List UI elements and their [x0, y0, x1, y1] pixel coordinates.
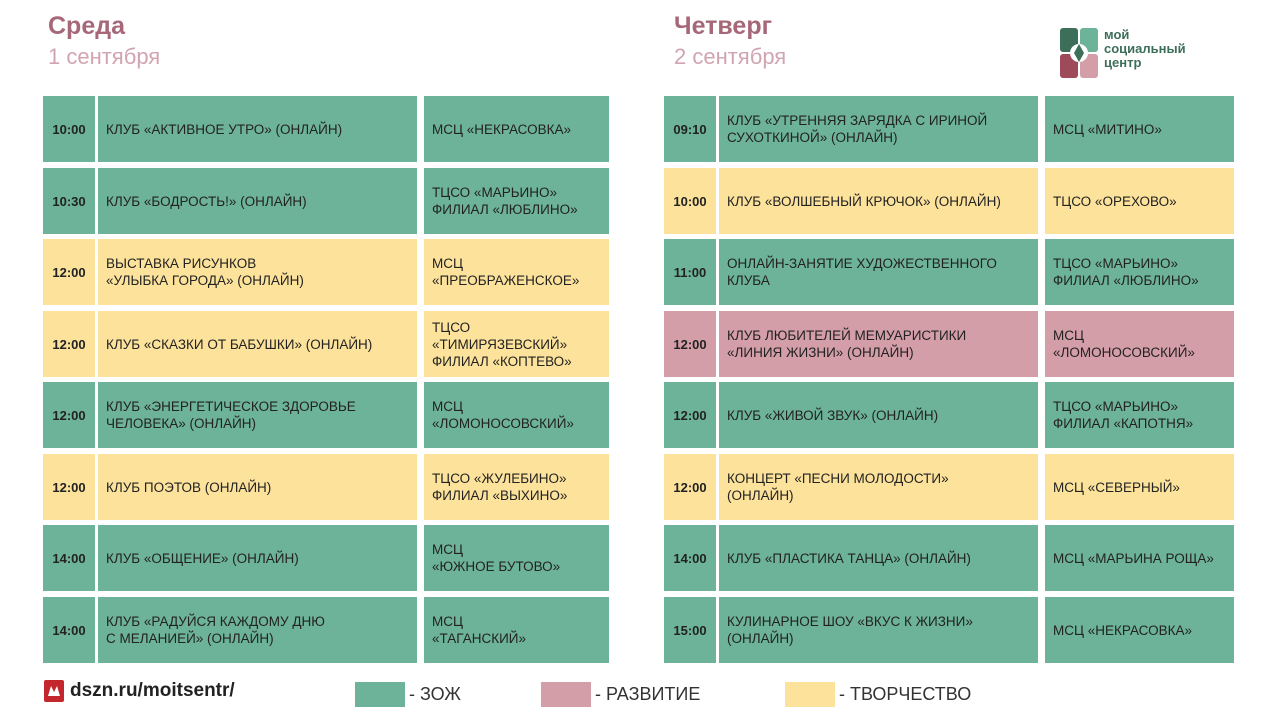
event-title: КЛУБ «АКТИВНОЕ УТРО» (ОНЛАЙН)	[98, 96, 417, 162]
event-time: 09:10	[664, 96, 716, 162]
event-title: КЛУБ «ЖИВОЙ ЗВУК» (ОНЛАЙН)	[719, 382, 1038, 448]
event-time: 12:00	[664, 382, 716, 448]
schedule-row: 12:00 КОНЦЕРТ «ПЕСНИ МОЛОДОСТИ» (ОНЛАЙН) М…	[664, 454, 1234, 520]
schedule-row: 12:00 КЛУБ ПОЭТОВ (ОНЛАЙН) ТЦСО «ЖУЛЕБИНО»…	[43, 454, 609, 520]
legend-item-tvorchestvo: - ТВОРЧЕСТВО	[785, 682, 971, 707]
event-place: МСЦ «ЮЖНОЕ БУТОВО»	[424, 525, 609, 591]
event-time: 15:00	[664, 597, 716, 663]
event-place: МСЦ «НЕКРАСОВКА»	[424, 96, 609, 162]
event-title: КЛУБ ЛЮБИТЕЛЕЙ МЕМУАРИСТИКИ «ЛИНИЯ ЖИЗНИ…	[719, 311, 1038, 377]
event-place: ТЦСО «МАРЬИНО» ФИЛИАЛ «ЛЮБЛИНО»	[1045, 239, 1234, 305]
event-place: МСЦ «ЛОМОНОСОВСКИЙ»	[424, 382, 609, 448]
event-place: ТЦСО «ТИМИРЯЗЕВСКИЙ» ФИЛИАЛ «КОПТЕВО»	[424, 311, 609, 377]
legend-label: - ЗОЖ	[409, 684, 461, 704]
schedule-row: 10:00 КЛУБ «ВОЛШЕБНЫЙ КРЮЧОК» (ОНЛАЙН) ТЦС…	[664, 168, 1234, 234]
event-place: ТЦСО «МАРЬИНО» ФИЛИАЛ «ЛЮБЛИНО»	[424, 168, 609, 234]
day-date: 1 сентября	[48, 44, 161, 69]
event-title: КУЛИНАРНОЕ ШОУ «ВКУС К ЖИЗНИ» (ОНЛАЙН)	[719, 597, 1038, 663]
schedule-row: 15:00 КУЛИНАРНОЕ ШОУ «ВКУС К ЖИЗНИ» (ОНЛА…	[664, 597, 1234, 663]
logo-text: мой социальный центр	[1104, 27, 1186, 70]
event-title: ОНЛАЙН-ЗАНЯТИЕ ХУДОЖЕСТВЕННОГО КЛУБА	[719, 239, 1038, 305]
legend-label: - ТВОРЧЕСТВО	[839, 684, 972, 704]
event-title: КЛУБ «СКАЗКИ ОТ БАБУШКИ» (ОНЛАЙН)	[98, 311, 417, 377]
schedule-row: 12:00 ВЫСТАВКА РИСУНКОВ «УЛЫБКА ГОРОДА» (…	[43, 239, 609, 305]
schedule-row: 09:10 КЛУБ «УТРЕННЯЯ ЗАРЯДКА С ИРИНОЙ СУХ…	[664, 96, 1234, 162]
event-title: КЛУБ «ЭНЕРГЕТИЧЕСКОЕ ЗДОРОВЬЕ ЧЕЛОВЕКА» …	[98, 382, 417, 448]
day-title: Четверг	[674, 12, 773, 40]
event-time: 12:00	[43, 239, 95, 305]
event-place: ТЦСО «ОРЕХОВО»	[1045, 168, 1234, 234]
legend-swatch	[355, 682, 405, 707]
event-place: МСЦ «СЕВЕРНЫЙ»	[1045, 454, 1234, 520]
schedule-row: 14:00 КЛУБ «РАДУЙСЯ КАЖДОМУ ДНЮ С МЕЛАНИЕ…	[43, 597, 609, 663]
site-link[interactable]: dszn.ru/moitsentr/	[70, 680, 235, 701]
legend-swatch	[785, 682, 835, 707]
legend-swatch	[541, 682, 591, 707]
event-time: 12:00	[43, 454, 95, 520]
event-time: 10:00	[664, 168, 716, 234]
event-title: КЛУБ «УТРЕННЯЯ ЗАРЯДКА С ИРИНОЙ СУХОТКИН…	[719, 96, 1038, 162]
event-place: МСЦ «НЕКРАСОВКА»	[1045, 597, 1234, 663]
legend-label: - РАЗВИТИЕ	[595, 684, 701, 704]
event-place: МСЦ «ТАГАНСКИЙ»	[424, 597, 609, 663]
schedule-row: 12:00 КЛУБ «СКАЗКИ ОТ БАБУШКИ» (ОНЛАЙН) Т…	[43, 311, 609, 377]
event-title: КЛУБ «ПЛАСТИКА ТАНЦА» (ОНЛАЙН)	[719, 525, 1038, 591]
schedule-row: 14:00 КЛУБ «ОБЩЕНИЕ» (ОНЛАЙН) МСЦ «ЮЖНОЕ Б…	[43, 525, 609, 591]
event-time: 10:00	[43, 96, 95, 162]
event-title: КЛУБ «ОБЩЕНИЕ» (ОНЛАЙН)	[98, 525, 417, 591]
schedule-row: 10:30 КЛУБ «БОДРОСТЬ!» (ОНЛАЙН) ТЦСО «МАРЬ…	[43, 168, 609, 234]
event-time: 14:00	[43, 525, 95, 591]
event-place: МСЦ «МИТИНО»	[1045, 96, 1234, 162]
day-header-thursday: Четверг 2 сентября	[674, 10, 786, 72]
event-time: 14:00	[43, 597, 95, 663]
schedule-row: 12:00 КЛУБ ЛЮБИТЕЛЕЙ МЕМУАРИСТИКИ «ЛИНИЯ …	[664, 311, 1234, 377]
schedule-row: 11:00 ОНЛАЙН-ЗАНЯТИЕ ХУДОЖЕСТВЕННОГО КЛУБ…	[664, 239, 1234, 305]
day-title: Среда	[48, 12, 126, 40]
schedule-row: 12:00 КЛУБ «ЖИВОЙ ЗВУК» (ОНЛАЙН) ТЦСО «МАР…	[664, 382, 1234, 448]
event-title: КЛУБ «РАДУЙСЯ КАЖДОМУ ДНЮ С МЕЛАНИЕЙ» (О…	[98, 597, 417, 663]
event-place: ТЦСО «МАРЬИНО» ФИЛИАЛ «КАПОТНЯ»	[1045, 382, 1234, 448]
event-title: КОНЦЕРТ «ПЕСНИ МОЛОДОСТИ» (ОНЛАЙН)	[719, 454, 1038, 520]
event-place: МСЦ «МАРЬИНА РОЩА»	[1045, 525, 1234, 591]
footer-site: dszn.ru/moitsentr/	[44, 680, 235, 702]
event-time: 12:00	[664, 454, 716, 520]
event-title: КЛУБ «ВОЛШЕБНЫЙ КРЮЧОК» (ОНЛАЙН)	[719, 168, 1038, 234]
event-time: 11:00	[664, 239, 716, 305]
event-place: ТЦСО «ЖУЛЕБИНО» ФИЛИАЛ «ВЫХИНО»	[424, 454, 609, 520]
day-header-wednesday: Среда 1 сентября	[48, 10, 160, 72]
event-title: КЛУБ «БОДРОСТЬ!» (ОНЛАЙН)	[98, 168, 417, 234]
event-place: МСЦ «ПРЕОБРАЖЕНСКОЕ»	[424, 239, 609, 305]
event-title: КЛУБ ПОЭТОВ (ОНЛАЙН)	[98, 454, 417, 520]
event-time: 12:00	[664, 311, 716, 377]
day-date: 2 сентября	[674, 44, 787, 69]
moscow-emblem-icon	[44, 680, 64, 702]
schedule-row: 14:00 КЛУБ «ПЛАСТИКА ТАНЦА» (ОНЛАЙН) МСЦ …	[664, 525, 1234, 591]
logo: мой социальный центр	[1060, 28, 1186, 84]
schedule-row: 12:00 КЛУБ «ЭНЕРГЕТИЧЕСКОЕ ЗДОРОВЬЕ ЧЕЛОВ…	[43, 382, 609, 448]
legend-item-zozh: - ЗОЖ	[355, 682, 461, 707]
schedule-row: 10:00 КЛУБ «АКТИВНОЕ УТРО» (ОНЛАЙН) МСЦ «Н…	[43, 96, 609, 162]
logo-mark-icon	[1060, 28, 1098, 78]
legend-item-razvitie: - РАЗВИТИЕ	[541, 682, 700, 707]
event-title: ВЫСТАВКА РИСУНКОВ «УЛЫБКА ГОРОДА» (ОНЛАЙ…	[98, 239, 417, 305]
event-time: 10:30	[43, 168, 95, 234]
event-time: 12:00	[43, 382, 95, 448]
event-time: 14:00	[664, 525, 716, 591]
event-time: 12:00	[43, 311, 95, 377]
event-place: МСЦ «ЛОМОНОСОВСКИЙ»	[1045, 311, 1234, 377]
